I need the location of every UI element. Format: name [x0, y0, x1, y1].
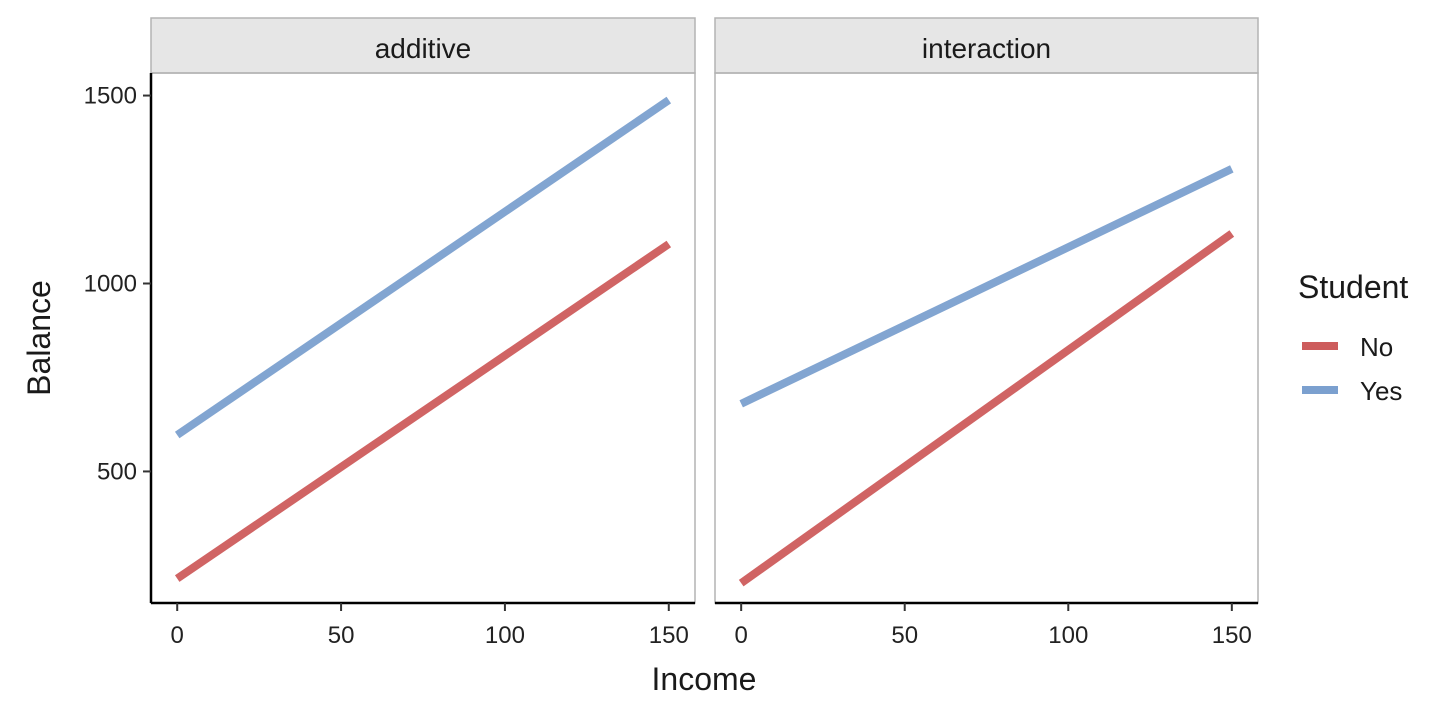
y-tick-label: 500 [97, 458, 137, 485]
y-tick-label: 1500 [84, 83, 137, 110]
legend-label-no: No [1360, 332, 1393, 362]
strip-background [150, 17, 696, 74]
series-line-interaction-no [738, 230, 1235, 587]
panel-interaction: interaction [714, 17, 1259, 604]
legend-label-yes: Yes [1360, 376, 1402, 406]
x-tick-label: 50 [891, 622, 918, 649]
series-line-additive-yes [174, 96, 672, 439]
strip-label-interaction: interaction [922, 33, 1051, 64]
panels: additive interaction [150, 17, 1259, 604]
x-tick-label: 150 [649, 622, 689, 649]
x-axis-title: Income [652, 661, 757, 697]
legend-entries: No Yes [1302, 332, 1402, 406]
x-tick-label: 100 [1048, 622, 1088, 649]
panel-border [714, 72, 1259, 604]
legend-title: Student [1298, 269, 1408, 305]
x-tick-label: 50 [328, 622, 355, 649]
panel-additive: additive [150, 17, 696, 604]
x-tick-label: 0 [171, 622, 184, 649]
x-tick-label: 100 [485, 622, 525, 649]
x-tick-label: 150 [1212, 622, 1252, 649]
series-line-additive-no [174, 240, 672, 582]
x-tick-label: 0 [734, 622, 747, 649]
strip-label-additive: additive [375, 33, 472, 64]
y-axis-title: Balance [21, 280, 57, 396]
series-line-interaction-yes [739, 165, 1234, 408]
legend: Student No Yes [1298, 269, 1408, 406]
panel-border [150, 72, 696, 604]
strip-background [714, 17, 1259, 74]
y-tick-label: 1000 [84, 270, 137, 297]
